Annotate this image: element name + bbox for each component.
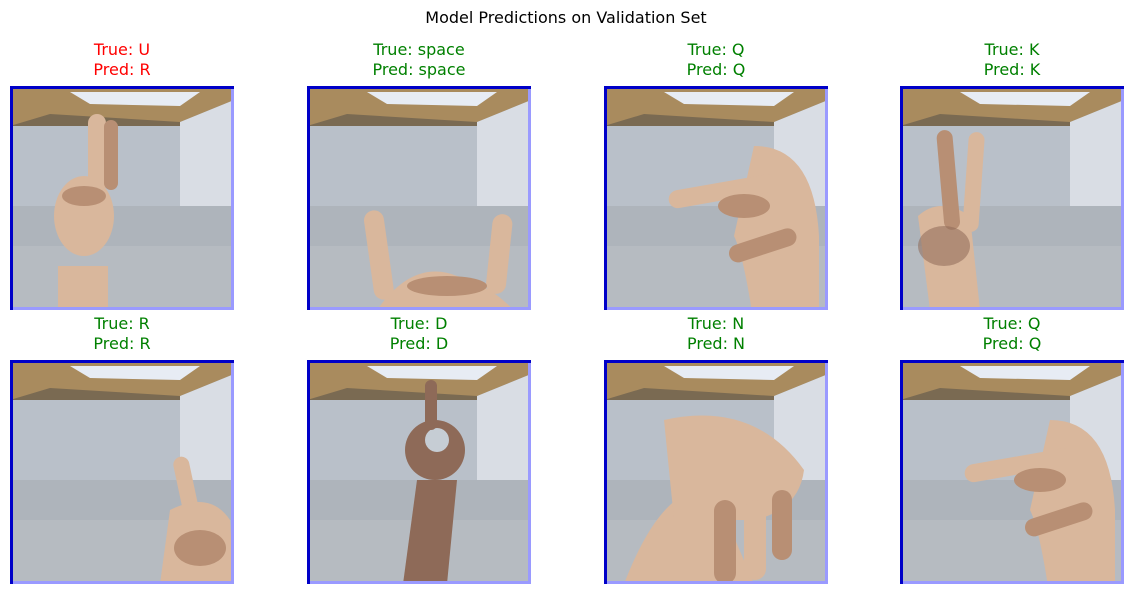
pred-label: Pred: space bbox=[372, 60, 466, 79]
true-label: True: K bbox=[984, 40, 1040, 59]
prediction-label: True: D Pred: D bbox=[307, 314, 531, 354]
hand-sign-image bbox=[604, 360, 828, 584]
hand-sign-image bbox=[10, 86, 234, 310]
true-label: True: R bbox=[94, 314, 150, 333]
hand-sign-image bbox=[307, 360, 531, 584]
true-label: True: D bbox=[390, 314, 448, 333]
pred-label: Pred: K bbox=[983, 60, 1041, 79]
prediction-label: True: R Pred: R bbox=[10, 314, 234, 354]
true-label: True: space bbox=[373, 40, 465, 59]
prediction-label: True: Q Pred: Q bbox=[900, 314, 1124, 354]
prediction-label: True: Q Pred: Q bbox=[604, 40, 828, 80]
true-label: True: Q bbox=[983, 314, 1041, 333]
pred-label: Pred: N bbox=[686, 334, 746, 353]
prediction-label: True: N Pred: N bbox=[604, 314, 828, 354]
hand-sign-image bbox=[900, 86, 1124, 310]
hand-sign-image bbox=[900, 360, 1124, 584]
pred-label: Pred: D bbox=[389, 334, 449, 353]
pred-label: Pred: Q bbox=[686, 60, 746, 79]
hand-sign-image bbox=[604, 86, 828, 310]
true-label: True: U bbox=[93, 40, 151, 59]
true-label: True: N bbox=[687, 314, 745, 333]
true-label: True: Q bbox=[687, 40, 745, 59]
prediction-label: True: space Pred: space bbox=[307, 40, 531, 80]
pred-label: Pred: R bbox=[93, 334, 151, 353]
pred-label: Pred: Q bbox=[982, 334, 1042, 353]
hand-sign-image bbox=[307, 86, 531, 310]
prediction-label: True: U Pred: R bbox=[10, 40, 234, 80]
prediction-label: True: K Pred: K bbox=[900, 40, 1124, 80]
hand-sign-image bbox=[10, 360, 234, 584]
figure-title: Model Predictions on Validation Set bbox=[425, 8, 707, 27]
pred-label: Pred: R bbox=[93, 60, 151, 79]
